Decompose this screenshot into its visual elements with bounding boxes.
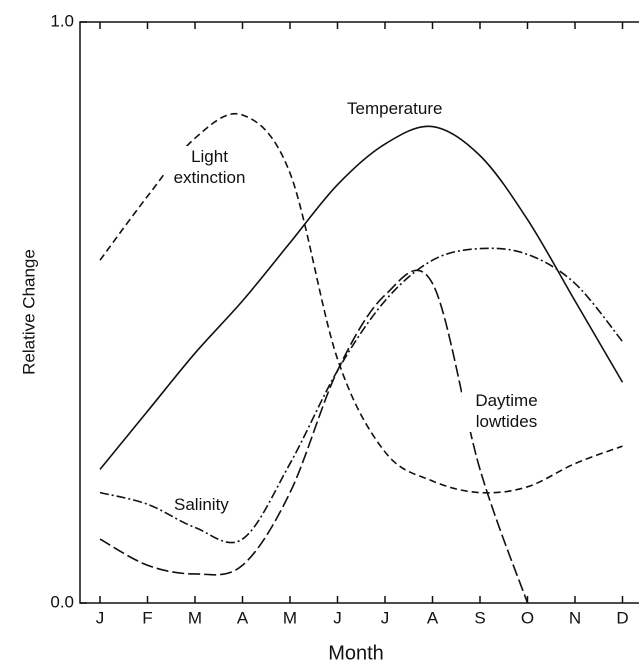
- x-tick-label: J: [96, 608, 105, 627]
- x-tick-label: J: [333, 608, 342, 627]
- y-tick-label: 1.0: [50, 11, 74, 30]
- y-tick-label: 0.0: [50, 592, 74, 611]
- x-tick-label: F: [142, 608, 152, 627]
- x-tick-label: S: [474, 608, 485, 627]
- x-tick-label: A: [237, 608, 249, 627]
- y-axis-label: Relative Change: [19, 249, 38, 375]
- x-axis-label: Month: [328, 642, 384, 664]
- series-line: [99, 247, 624, 544]
- x-tick-label: M: [283, 608, 297, 627]
- x-tick-label: N: [569, 608, 581, 627]
- series-annotation: Light extinction: [165, 146, 254, 188]
- series-line: [99, 125, 624, 470]
- x-tick-label: A: [427, 608, 439, 627]
- x-tick-label: J: [381, 608, 390, 627]
- series-annotation: Daytime lowtides: [462, 390, 551, 432]
- x-tick-label: O: [521, 608, 534, 627]
- plot-frame: [79, 21, 639, 604]
- series-annotation: Temperature: [345, 98, 445, 119]
- series-line: [99, 269, 529, 604]
- series-line: [99, 112, 623, 494]
- series-annotation: Salinity: [172, 494, 231, 515]
- x-tick-label: M: [188, 608, 202, 627]
- x-tick-label: D: [616, 608, 628, 627]
